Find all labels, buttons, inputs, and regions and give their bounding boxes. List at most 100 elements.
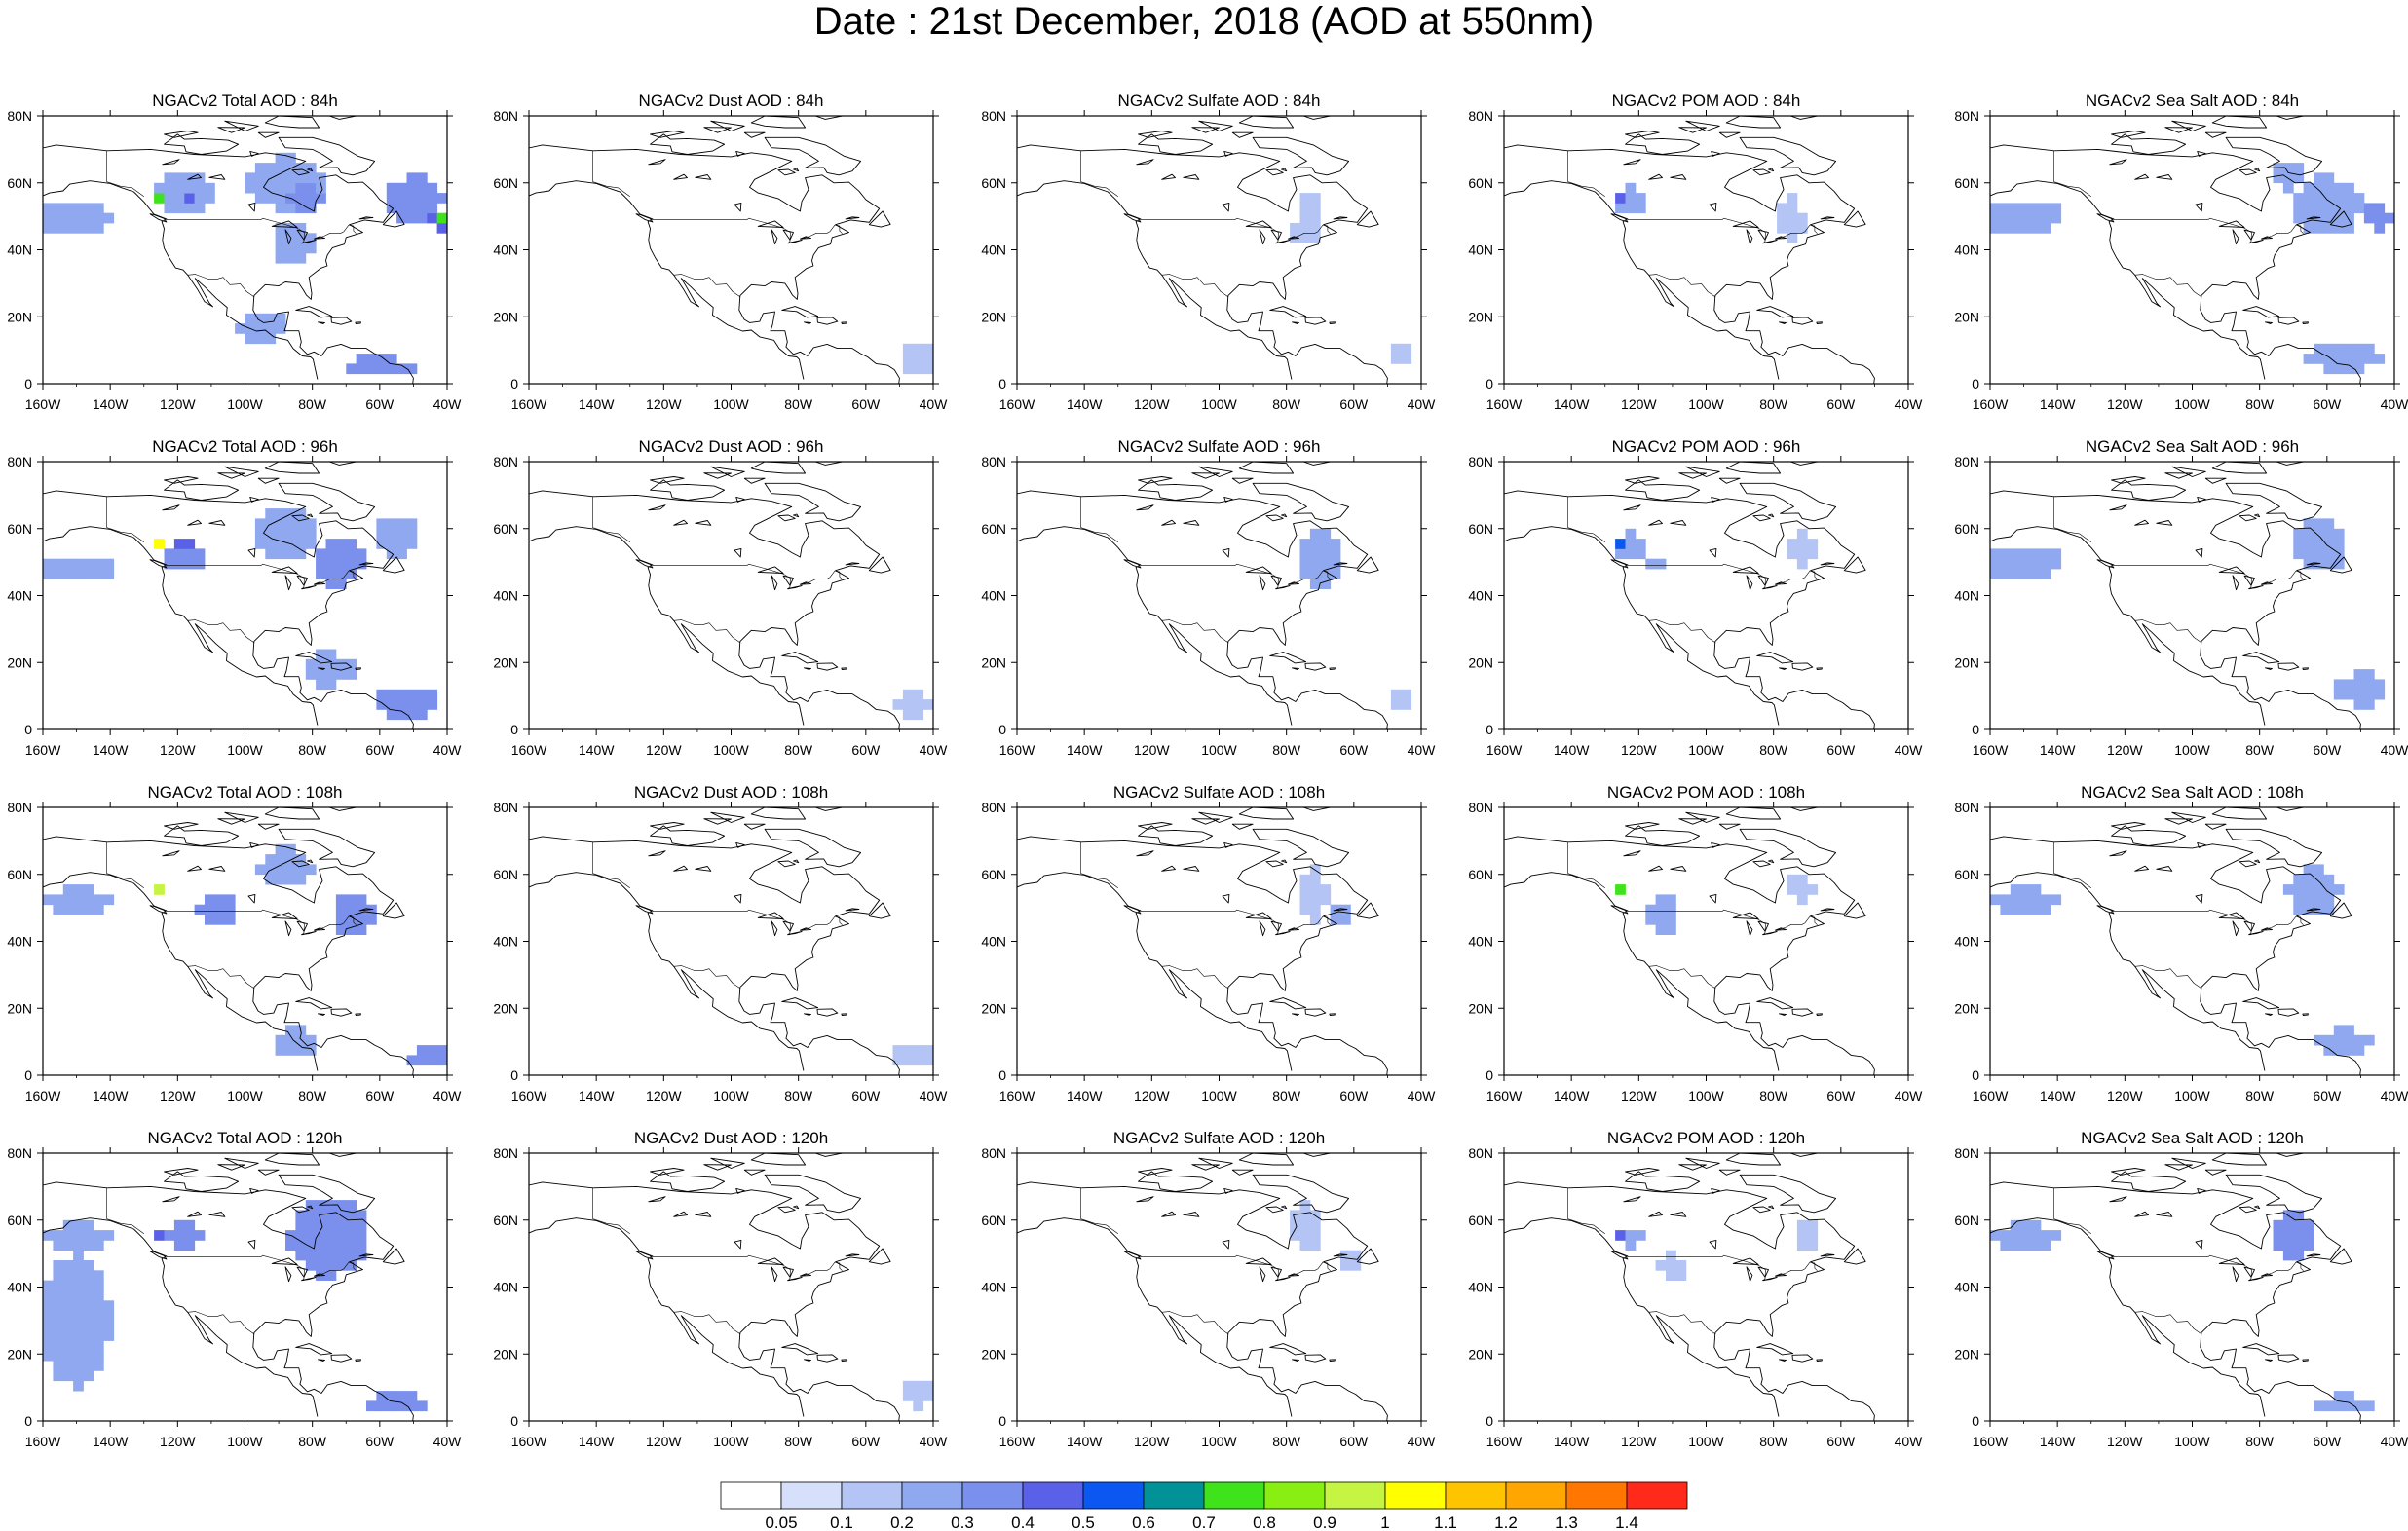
coastline-path	[635, 1251, 654, 1260]
coastline-path	[1259, 575, 1266, 591]
x-tick-label: 80W	[1272, 1088, 1301, 1103]
x-tick-label: 40W	[1895, 396, 1924, 412]
aod-cell	[2000, 212, 2012, 224]
x-tick-label: 160W	[999, 396, 1035, 412]
x-tick-label: 140W	[2040, 742, 2076, 758]
aod-cell	[2323, 539, 2335, 549]
aod-cell	[335, 1250, 347, 1261]
aod-cell	[386, 363, 397, 375]
aod-cell	[1320, 884, 1332, 895]
coastline-path	[1816, 667, 1823, 670]
aod-cell	[1655, 558, 1667, 570]
coastline-path	[164, 479, 240, 501]
coastline-path	[164, 1171, 240, 1192]
aod-cell	[1787, 203, 1798, 214]
aod-cell	[1787, 212, 1798, 224]
aod-cell	[2020, 212, 2031, 224]
aod-cell	[1777, 223, 1787, 234]
x-tick-label: 60W	[2313, 1434, 2342, 1449]
coastline-path	[1774, 236, 1787, 240]
aod-cell	[2010, 884, 2021, 895]
aod-cell	[295, 874, 307, 885]
aod-cell	[2293, 163, 2305, 173]
aod-cell	[2303, 548, 2314, 560]
country-border	[2134, 619, 2202, 644]
coastline-path	[804, 1359, 811, 1362]
coastline-path	[2260, 1273, 2273, 1277]
aod-cell	[1796, 884, 1808, 895]
coastline-path	[295, 1343, 333, 1356]
y-tick-label: 80N	[1954, 1145, 1979, 1161]
aod-cell	[2323, 558, 2335, 570]
aod-cell	[295, 518, 307, 530]
aod-cell	[1309, 579, 1321, 589]
aod-cell	[1320, 548, 1332, 560]
x-tick-label: 80W	[298, 396, 327, 412]
aod-cell	[416, 212, 428, 224]
aod-cell	[316, 1210, 326, 1221]
aod-cell	[93, 1270, 104, 1281]
y-tick-label: 40N	[1954, 243, 1979, 258]
coastline-path	[330, 662, 353, 671]
y-tick-label: 80N	[1468, 800, 1493, 815]
x-tick-label: 60W	[1826, 396, 1856, 412]
aod-cell	[325, 579, 337, 589]
coastline-path	[1302, 116, 1332, 120]
coastline-path	[164, 476, 199, 484]
y-tick-label: 80N	[493, 1145, 518, 1161]
aod-cell	[265, 508, 277, 519]
aod-cell	[427, 203, 438, 214]
x-tick-label: 80W	[298, 1088, 327, 1103]
aod-cell	[53, 223, 64, 234]
aod-cell	[335, 669, 347, 680]
coastline-path	[1238, 1153, 1295, 1166]
aod-cell	[325, 669, 337, 680]
aod-cell	[305, 528, 317, 540]
aod-cell	[1299, 569, 1311, 579]
aod-cell	[2000, 548, 2012, 560]
aod-cell	[275, 243, 286, 254]
coastline-path	[2156, 520, 2173, 526]
coastline-path	[1138, 1171, 1214, 1192]
aod-cell	[325, 1210, 337, 1221]
aod-cell	[1796, 212, 1808, 224]
x-tick-label: 60W	[1339, 1434, 1369, 1449]
coastline-path	[43, 526, 319, 726]
colorbar-box	[1203, 1481, 1265, 1510]
aod-cell	[73, 1380, 84, 1392]
aod-cell	[1299, 1210, 1311, 1221]
y-tick-label: 40N	[1954, 1280, 1979, 1295]
coastline-path	[149, 213, 168, 223]
coastline-path	[1739, 136, 1837, 176]
aod-cell	[2323, 354, 2335, 364]
x-tick-label: 120W	[646, 742, 682, 758]
coastline-path	[816, 317, 839, 325]
coastline-path	[313, 1273, 325, 1277]
aod-cell	[224, 915, 236, 925]
y-tick-label: 20N	[7, 654, 32, 670]
aod-cell	[1299, 203, 1311, 214]
y-tick-label: 80N	[493, 800, 518, 815]
aod-cell	[62, 1320, 74, 1331]
coastline-path	[1329, 1359, 1336, 1362]
coastline-path	[278, 1174, 376, 1214]
aod-cell	[346, 363, 357, 375]
aod-cell	[73, 1260, 84, 1271]
coastline-path	[217, 1164, 245, 1171]
aod-cell	[43, 223, 54, 234]
coastline-path	[2211, 462, 2268, 474]
country-border	[187, 965, 255, 990]
aod-cell	[2314, 528, 2324, 540]
coastline-path	[278, 136, 376, 176]
x-tick-label: 120W	[2107, 742, 2143, 758]
aod-cell	[1330, 569, 1341, 579]
aod-cell	[305, 182, 317, 194]
aod-cell	[295, 1250, 307, 1261]
aod-cell	[913, 689, 924, 700]
aod-cell	[346, 924, 357, 935]
aod-cell	[305, 1200, 317, 1211]
aod-cell	[83, 212, 94, 224]
aod-cell	[1666, 1260, 1676, 1271]
coastline-path	[217, 818, 245, 825]
